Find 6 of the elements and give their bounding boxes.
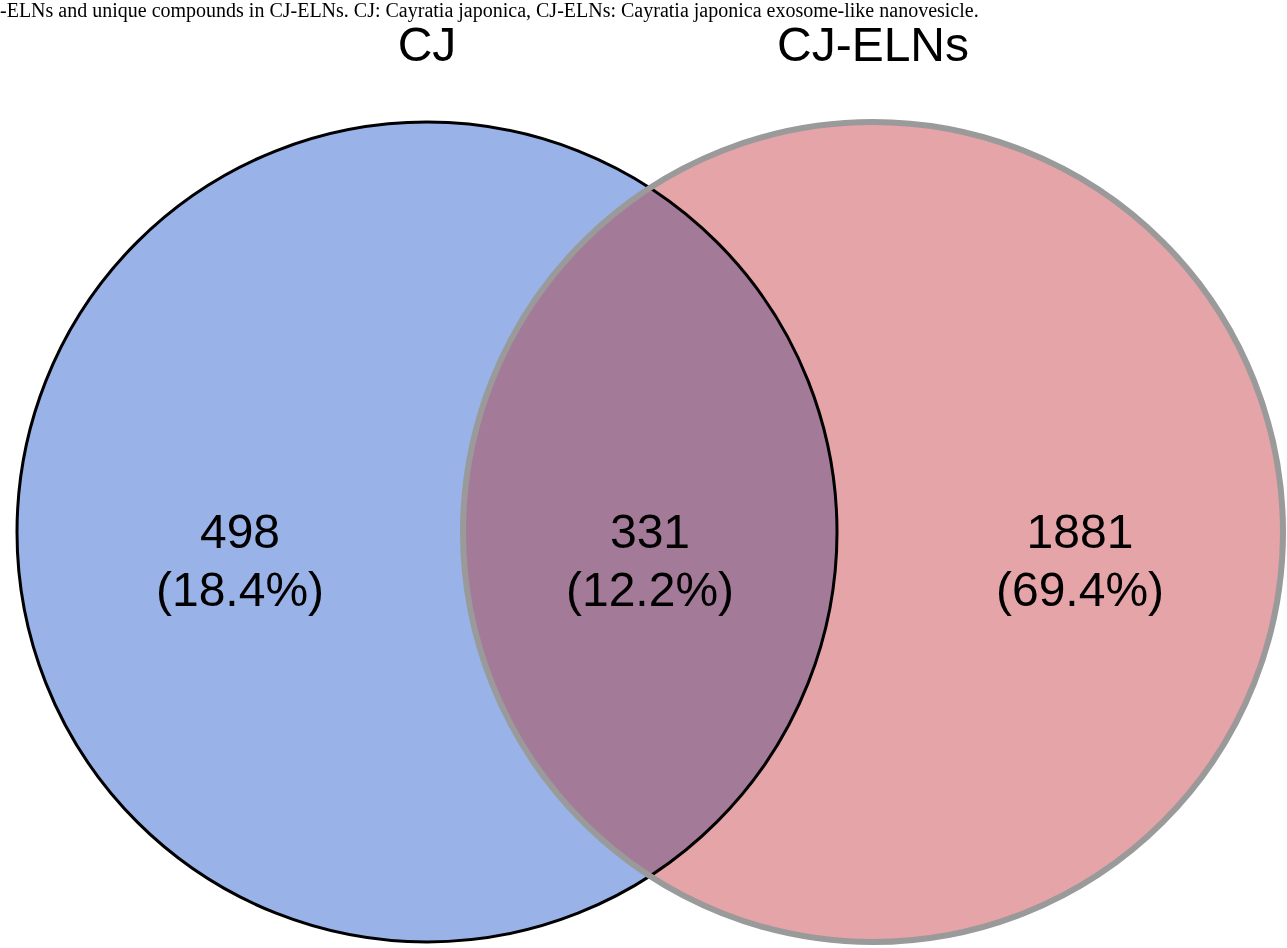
- text: (12.2%): [565, 563, 735, 617]
- text: (18.4%): [155, 563, 325, 617]
- data-label: 1881: [1026, 505, 1134, 559]
- data-label: 331: [609, 505, 691, 559]
- text: (69.4%): [995, 563, 1165, 617]
- data-label: 498: [199, 505, 281, 559]
